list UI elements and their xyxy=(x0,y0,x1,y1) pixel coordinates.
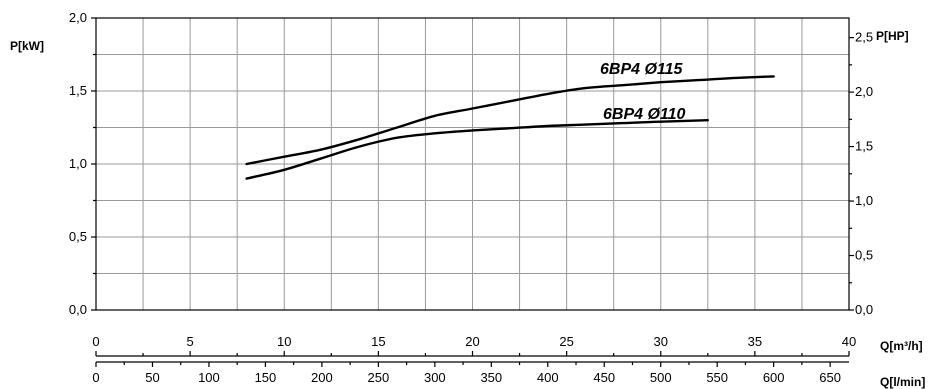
y-left-tick-label: 2,0 xyxy=(69,10,87,25)
y-right-tick-label: 2,5 xyxy=(855,30,873,45)
series-line-0 xyxy=(245,75,775,166)
x-secondary-tick-label: 500 xyxy=(650,370,672,385)
series xyxy=(245,75,775,180)
x-secondary-tick-label: 650 xyxy=(819,370,841,385)
x-secondary-tick-label: 200 xyxy=(311,370,333,385)
y-right-tick-label: 2,0 xyxy=(855,84,873,99)
series-label-6bp4-115: 6BP4 Ø115 xyxy=(600,61,684,78)
y-left-tick-label: 1,5 xyxy=(69,83,87,98)
x-primary-tick-label: 0 xyxy=(92,334,99,349)
y-left-axis-label: P[kW] xyxy=(10,39,44,53)
y-right-tick-label: 0,5 xyxy=(855,248,873,263)
x-secondary-tick-label: 0 xyxy=(92,370,99,385)
grid xyxy=(96,18,849,310)
x-primary-tick-label: 25 xyxy=(559,334,573,349)
y-left-tick-label: 0,5 xyxy=(69,229,87,244)
y-right-tick-label: 1,0 xyxy=(855,193,873,208)
x-secondary-tick-label: 350 xyxy=(480,370,502,385)
x-secondary-tick-label: 550 xyxy=(706,370,728,385)
y-left-tick-label: 0,0 xyxy=(69,302,87,317)
axis-ticks: 0,0 0,5 1,0 1,5 2,0 0,0 0,5 1,0 1,5 2,0 2,5 0 5 10 15 2… xyxy=(69,10,873,385)
x-primary-tick-label: 30 xyxy=(654,334,668,349)
x-secondary-tick-label: 400 xyxy=(537,370,559,385)
series-label-6bp4-110: 6BP4 Ø110 xyxy=(603,106,686,123)
x-primary-tick-label: 35 xyxy=(748,334,762,349)
y-right-tick-label: 0,0 xyxy=(855,302,873,317)
x-secondary-tick-label: 50 xyxy=(145,370,159,385)
x-secondary-axis-label: Q[l/min] xyxy=(880,375,925,389)
x-secondary-tick-label: 450 xyxy=(593,370,615,385)
x-primary-tick-label: 5 xyxy=(187,334,194,349)
x-secondary-tick-label: 250 xyxy=(368,370,390,385)
x-primary-tick-label: 20 xyxy=(465,334,479,349)
x-primary-tick-label: 15 xyxy=(371,334,385,349)
x-secondary-tick-label: 150 xyxy=(255,370,277,385)
y-left-tick-label: 1,0 xyxy=(69,156,87,171)
series-line-1 xyxy=(245,119,709,180)
x-primary-tick-label: 10 xyxy=(277,334,291,349)
x-secondary-tick-label: 600 xyxy=(763,370,785,385)
y-right-tick-label: 1,5 xyxy=(855,139,873,154)
x-primary-tick-label: 40 xyxy=(842,334,856,349)
x-secondary-tick-label: 300 xyxy=(424,370,446,385)
x-primary-axis-label: Q[m³/h] xyxy=(880,339,923,353)
y-right-axis-label: P[HP] xyxy=(876,29,909,43)
x-secondary-tick-label: 100 xyxy=(198,370,220,385)
